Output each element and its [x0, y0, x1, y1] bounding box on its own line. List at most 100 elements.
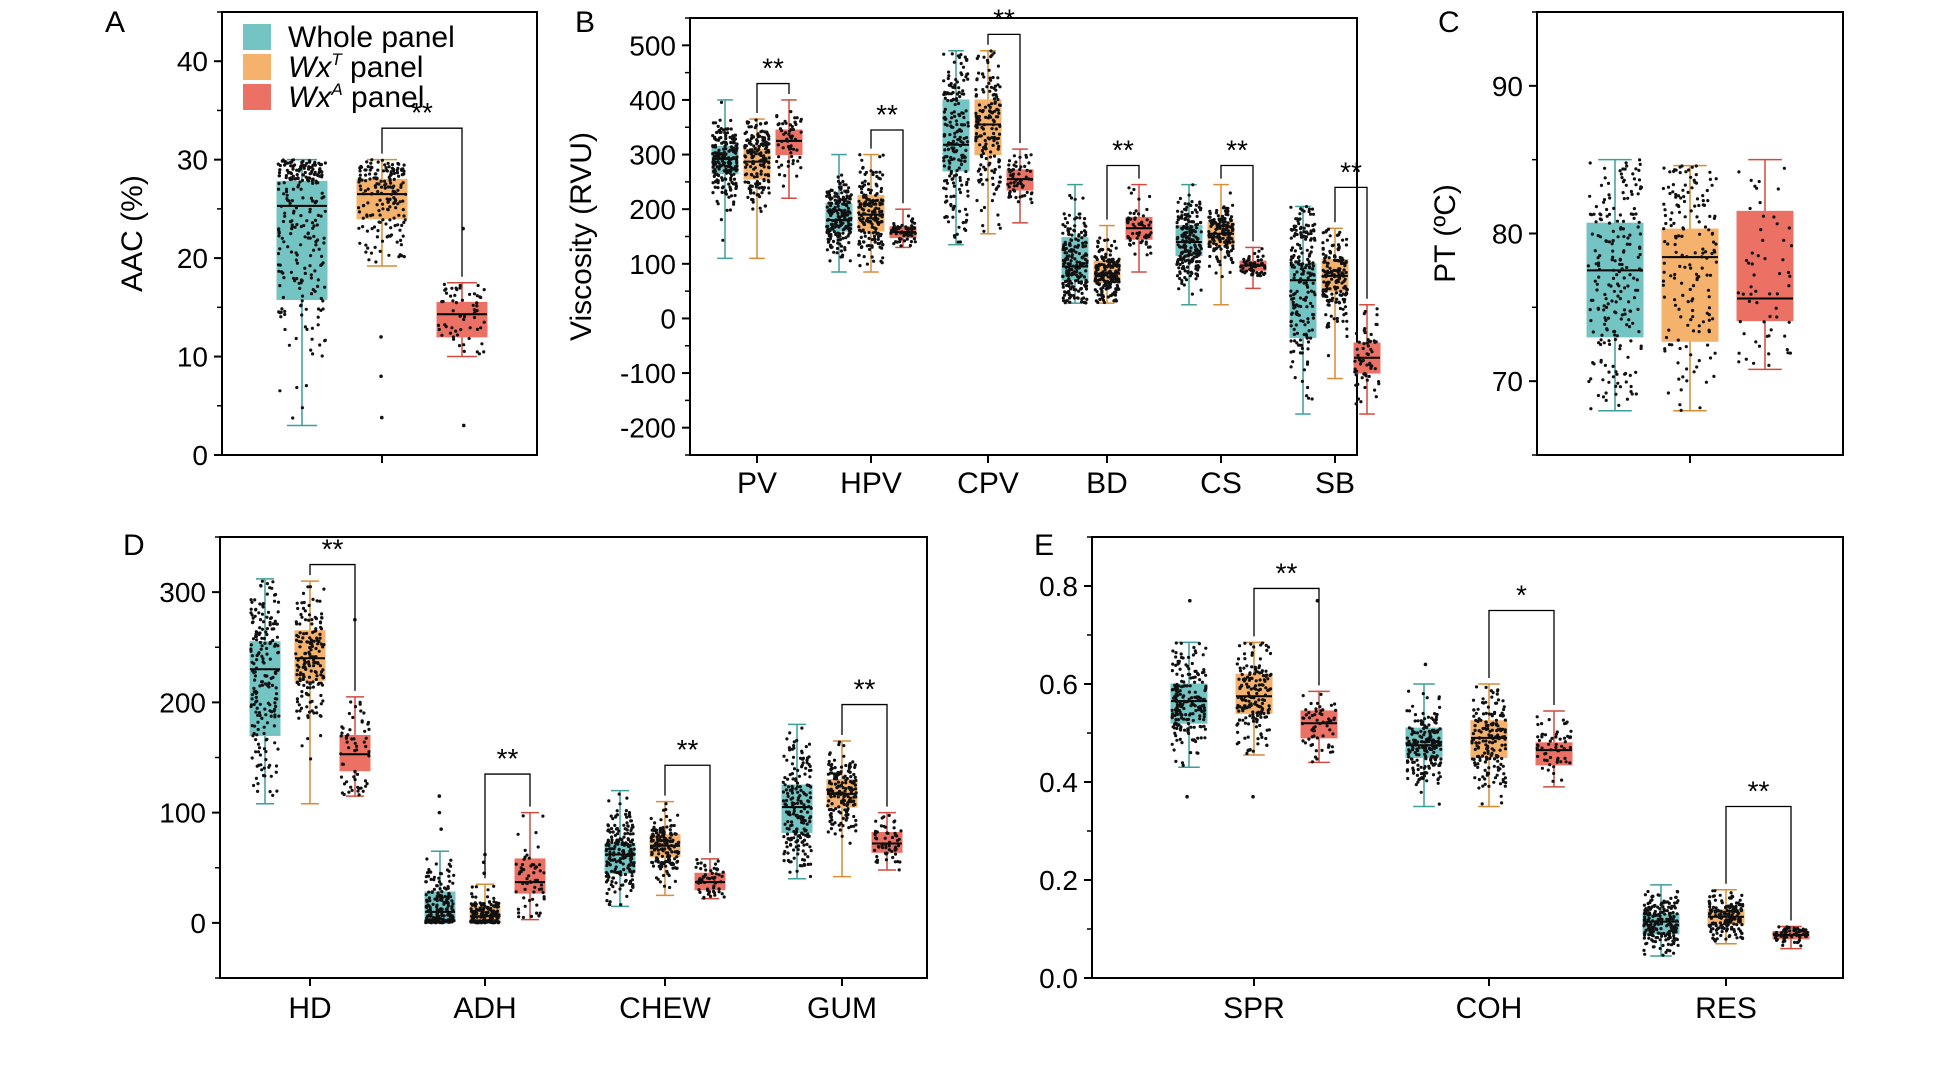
data-point — [1081, 241, 1085, 245]
data-point — [859, 229, 863, 233]
data-point — [962, 115, 966, 120]
data-point — [734, 181, 738, 185]
data-point — [280, 159, 284, 163]
data-point — [953, 114, 957, 118]
data-point — [724, 157, 728, 161]
data-point — [950, 157, 954, 162]
data-point — [1084, 230, 1088, 234]
data-point — [631, 885, 635, 890]
data-point — [1295, 312, 1299, 317]
data-point — [1707, 328, 1711, 332]
data-point — [255, 706, 259, 710]
data-point — [1324, 254, 1328, 258]
data-point — [307, 159, 311, 163]
data-point — [426, 909, 430, 913]
data-point — [321, 645, 325, 649]
data-point — [1067, 232, 1071, 236]
data-point — [1306, 224, 1311, 228]
data-point — [435, 911, 439, 915]
data-point — [442, 902, 446, 906]
data-point — [827, 190, 831, 194]
data-point — [1356, 353, 1360, 357]
data-point — [283, 309, 287, 313]
data-point — [723, 131, 727, 135]
data-point — [250, 756, 254, 760]
data-point — [359, 709, 363, 713]
data-point — [283, 214, 287, 218]
y-tick-label: 100 — [629, 249, 676, 280]
data-point — [353, 741, 357, 745]
data-point — [625, 796, 629, 800]
data-point — [1359, 360, 1363, 364]
data-point — [258, 714, 262, 718]
data-point — [1632, 296, 1637, 300]
data-point — [532, 890, 536, 894]
data-point — [1601, 395, 1606, 399]
data-point — [1263, 271, 1267, 275]
data-point — [1208, 219, 1212, 223]
data-point — [1752, 361, 1756, 365]
data-point — [1599, 183, 1604, 187]
data-point — [439, 872, 443, 876]
data-point — [532, 871, 536, 875]
data-point — [1604, 398, 1608, 402]
data-point — [998, 226, 1002, 230]
data-point — [1634, 212, 1638, 216]
data-point — [1073, 245, 1077, 249]
data-point — [1012, 184, 1017, 188]
data-point — [1367, 374, 1371, 378]
data-point — [892, 228, 896, 232]
data-point — [260, 683, 264, 687]
data-point — [825, 225, 829, 229]
data-point — [758, 206, 762, 210]
points — [294, 585, 326, 761]
data-point — [827, 201, 831, 205]
data-point — [983, 138, 987, 143]
data-point — [664, 802, 668, 806]
data-point — [514, 862, 518, 866]
data-point — [1074, 288, 1078, 292]
data-point — [1207, 233, 1211, 237]
data-point — [1360, 376, 1364, 380]
data-point — [268, 620, 272, 625]
data-point — [265, 582, 269, 586]
data-point — [1622, 308, 1627, 312]
data-point — [489, 920, 494, 924]
data-point — [1637, 330, 1641, 334]
data-point — [1373, 388, 1377, 392]
data-point — [1079, 264, 1084, 268]
data-point — [869, 216, 873, 220]
data-point — [481, 908, 485, 912]
data-point — [1788, 351, 1792, 355]
data-point — [388, 178, 392, 183]
data-point — [951, 139, 956, 143]
data-point — [1229, 231, 1233, 235]
data-point — [1744, 258, 1749, 263]
data-point — [1114, 290, 1118, 294]
data-point — [1701, 247, 1705, 251]
data-point — [994, 187, 998, 191]
data-point — [1670, 211, 1674, 215]
data-point — [964, 148, 968, 152]
data-point — [1634, 167, 1638, 171]
data-point — [1016, 200, 1021, 204]
data-point — [1337, 277, 1341, 281]
data-point — [733, 133, 737, 137]
data-point — [1180, 261, 1185, 265]
data-point — [1310, 272, 1314, 276]
data-point — [880, 261, 884, 265]
data-point — [1321, 268, 1325, 272]
data-point — [438, 887, 442, 891]
data-point — [1623, 312, 1627, 316]
data-point — [965, 182, 969, 187]
data-point — [1708, 170, 1712, 174]
data-point — [1067, 265, 1071, 269]
data-point — [452, 873, 456, 878]
data-point — [448, 331, 453, 335]
data-point — [492, 884, 496, 888]
data-point — [299, 640, 303, 644]
data-point — [1290, 246, 1295, 250]
data-point — [1242, 257, 1246, 261]
data-point — [1068, 193, 1072, 198]
data-point — [995, 141, 999, 145]
